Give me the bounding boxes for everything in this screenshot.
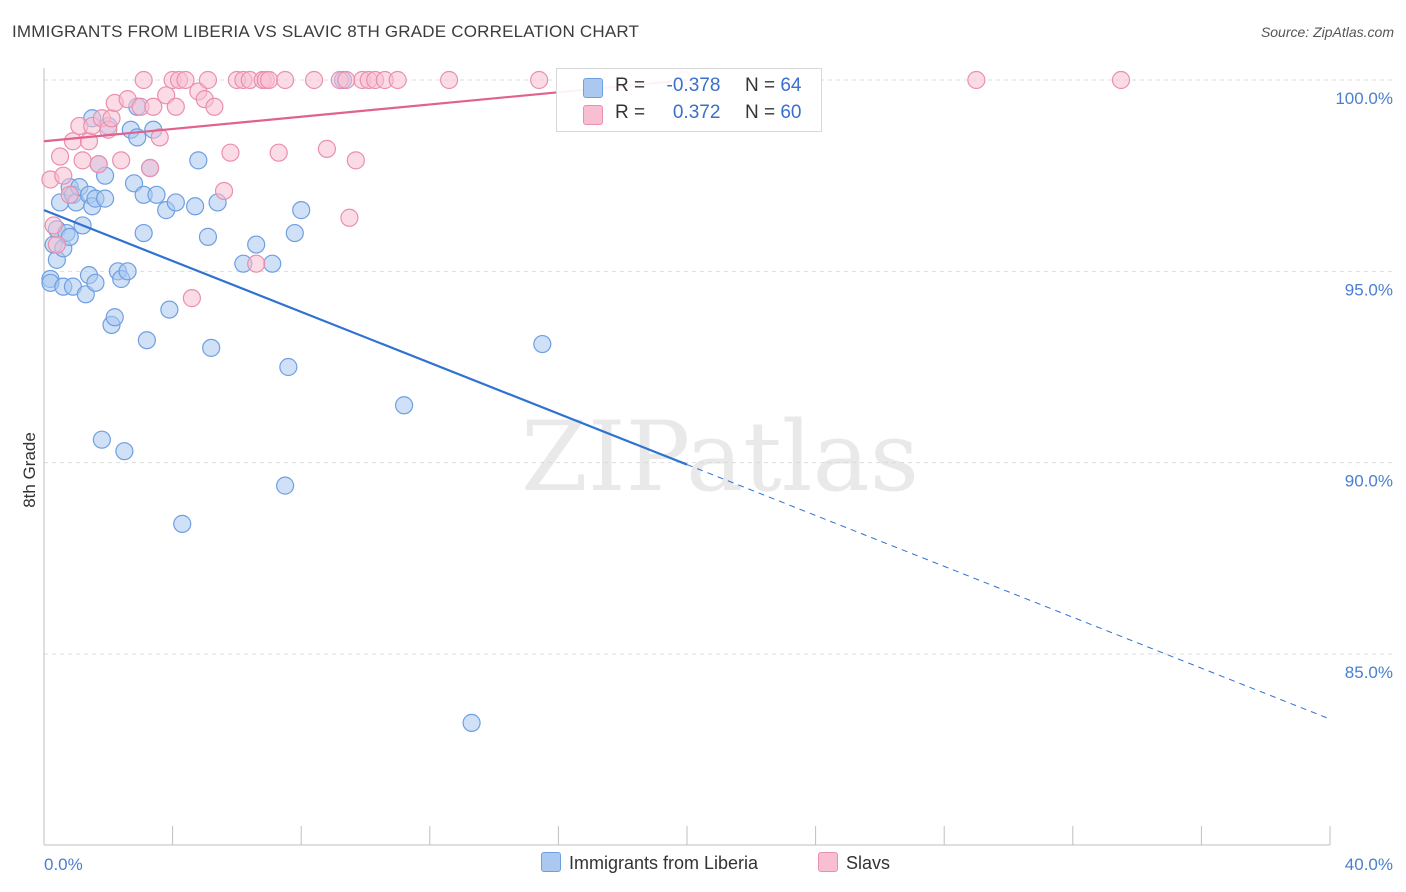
slavs-point	[221, 143, 240, 162]
x-tick-label: 40.0%	[1345, 855, 1393, 874]
legend-r-label: R =	[615, 75, 646, 96]
legend-item-slavs: Slavs	[818, 852, 890, 874]
slavs-point	[388, 70, 407, 90]
liberia-point	[186, 197, 205, 216]
slavs-point	[140, 158, 160, 178]
slavs-point	[439, 70, 459, 90]
slavs-point	[259, 70, 279, 90]
slavs-point	[50, 147, 70, 166]
slavs-point	[63, 132, 83, 151]
liberia-point	[86, 273, 105, 292]
liberia-legend-label: Immigrants from Liberia	[569, 853, 759, 873]
slavs-point	[530, 70, 549, 90]
slavs-point	[47, 235, 66, 254]
trend-lines	[43, 78, 1331, 720]
x-tick-labels: 0.0% 40.0%	[44, 855, 1393, 874]
slavs-point	[340, 208, 359, 227]
slavs-point	[182, 289, 201, 308]
slavs-point	[60, 185, 79, 204]
slavs-point	[54, 166, 73, 185]
slavs-point	[73, 151, 92, 170]
series-legend: Immigrants from Liberia Slavs	[0, 852, 1406, 878]
slavs-legend-swatch	[818, 852, 838, 872]
liberia-point	[147, 185, 166, 204]
legend-n-label: N =	[744, 102, 776, 123]
liberia-trend-line	[43, 209, 688, 466]
slavs-point	[276, 70, 295, 90]
y-axis-title: 8th Grade	[20, 432, 39, 508]
liberia-trend-extension	[686, 464, 1331, 720]
liberia-point	[276, 476, 295, 495]
slavs-point	[102, 109, 121, 128]
slavs-point	[304, 70, 324, 90]
liberia-point	[263, 254, 282, 273]
liberia-point	[95, 189, 115, 208]
liberia-point	[279, 357, 298, 377]
slavs-point	[346, 151, 365, 170]
legend-r-label: R =	[615, 102, 646, 123]
y-tick-label: 95.0%	[1345, 280, 1393, 299]
liberia-point	[533, 334, 552, 354]
liberia-point	[173, 514, 192, 533]
slavs-point	[89, 155, 108, 174]
chart-title: IMMIGRANTS FROM LIBERIA VS SLAVIC 8TH GR…	[12, 22, 640, 41]
legend-r-value: 0.372	[672, 102, 721, 123]
slavs-swatch	[583, 105, 603, 125]
liberia-point	[92, 430, 111, 449]
legend-r-value: -0.378	[666, 75, 721, 96]
y-tick-label: 90.0%	[1345, 472, 1393, 491]
watermark: ZIPatlas	[521, 401, 919, 513]
source-label: Source: ZipAtlas.com	[1260, 24, 1394, 40]
liberia-point	[160, 300, 179, 319]
series-slavs-points	[41, 70, 1131, 308]
liberia-point	[137, 331, 156, 350]
slavs-point	[134, 70, 153, 90]
slavs-point	[317, 139, 337, 158]
liberia-point	[394, 396, 414, 415]
liberia-point	[198, 227, 218, 246]
y-tick-label: 100.0%	[1335, 89, 1393, 108]
liberia-point	[247, 235, 266, 254]
correlation-legend: R = -0.378 N = 64 R = 0.372 N = 60	[556, 68, 822, 132]
axes	[43, 68, 1331, 846]
slavs-point	[205, 97, 224, 116]
slavs-point	[44, 216, 63, 235]
slavs-legend-label: Slavs	[846, 853, 891, 873]
y-tick-label: 85.0%	[1345, 663, 1393, 682]
slavs-point	[214, 181, 234, 201]
liberia-legend-swatch	[541, 852, 561, 872]
slavs-point	[247, 254, 266, 273]
legend-n-value: 64	[780, 75, 802, 96]
series-liberia-points	[41, 70, 552, 732]
slavs-point	[112, 151, 131, 170]
slavs-point	[176, 70, 195, 90]
liberia-point	[105, 308, 124, 327]
legend-item-liberia: Immigrants from Liberia	[541, 852, 758, 874]
liberia-point	[115, 442, 134, 461]
liberia-point	[292, 201, 311, 220]
liberia-point	[189, 151, 208, 170]
liberia-point	[462, 713, 481, 732]
slavs-point	[337, 70, 356, 90]
slavs-point	[166, 97, 185, 116]
liberia-point	[202, 338, 221, 357]
liberia-point	[166, 193, 185, 212]
gridlines	[44, 79, 1394, 655]
y-tick-labels: 100.0% 95.0% 90.0% 85.0%	[1335, 89, 1393, 682]
slavs-point	[1111, 70, 1131, 90]
liberia-point	[118, 262, 137, 281]
legend-n-label: N =	[744, 75, 776, 96]
slavs-point	[144, 97, 163, 116]
liberia-swatch	[583, 78, 603, 98]
liberia-point	[285, 223, 304, 243]
slavs-point	[269, 143, 288, 162]
liberia-point	[134, 223, 153, 243]
slavs-point	[198, 70, 218, 90]
legend-n-value: 60	[780, 102, 802, 123]
slavs-point	[967, 70, 986, 90]
slavs-point	[150, 128, 169, 147]
x-tick-label: 0.0%	[44, 855, 83, 874]
